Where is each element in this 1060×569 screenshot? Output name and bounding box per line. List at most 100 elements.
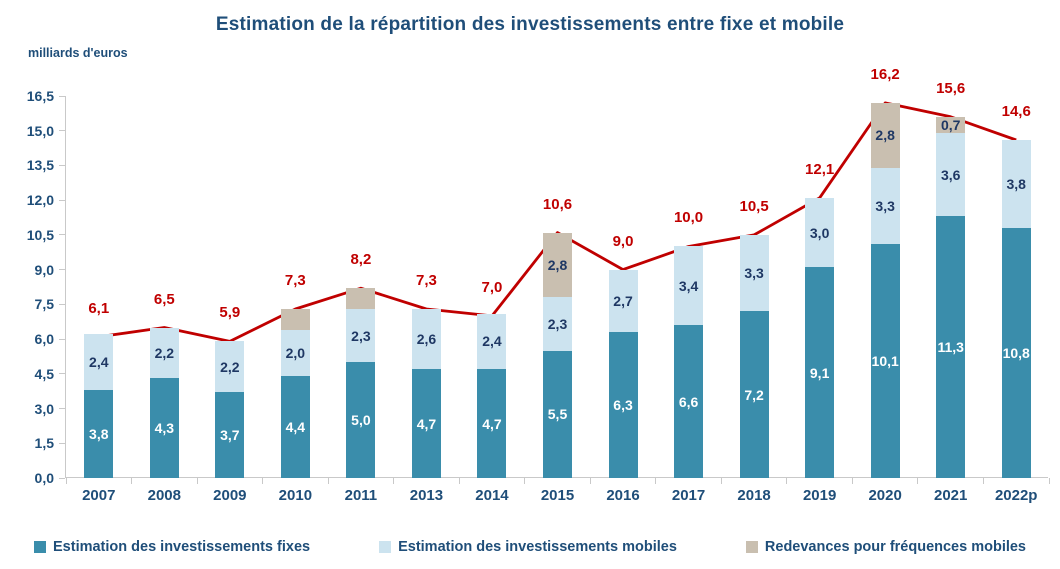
y-axis-tick-label: 15,0: [26, 122, 54, 139]
y-axis-tick-label: 4,5: [34, 365, 54, 382]
bar-segment-value: 6,6: [678, 393, 699, 410]
x-axis-category-label: 2018: [737, 487, 771, 504]
bar-segment-mobile-2016: [608, 269, 638, 333]
y-axis-tick: [59, 303, 65, 305]
bar-segment-value: 0,7: [940, 116, 961, 133]
y-axis-tick: [59, 477, 65, 479]
x-axis-tick: [262, 478, 264, 484]
bar-segment-value: 4,4: [285, 419, 306, 436]
legend-item-fees: Redevances pour fréquences mobiles: [745, 539, 1026, 555]
x-axis-tick: [720, 478, 722, 484]
bar-segment-value: 11,3: [937, 339, 964, 356]
y-axis-tick-label: 7,5: [34, 296, 54, 313]
bar-segment-value: 5,5: [547, 406, 568, 423]
bar-segment-fixed-2008: [149, 378, 179, 478]
bar-segment-value: 2,3: [351, 327, 371, 344]
total-value-label: 9,0: [612, 232, 634, 250]
bar-segment-fixed-2020: [870, 244, 900, 478]
x-axis-tick: [524, 478, 526, 484]
x-axis-category-label: 2013: [409, 487, 444, 504]
bar-segment-value: 2,6: [416, 331, 437, 348]
bar-segment-value: 9,1: [809, 364, 830, 381]
bar-segment-mobile-2020: [870, 167, 900, 245]
y-axis-tick: [59, 234, 65, 236]
bar-segment-value: 3,3: [744, 265, 764, 282]
y-axis-tick-label: 10,5: [26, 226, 54, 243]
bar-segment-fees-2020: [870, 102, 900, 168]
y-axis-tick-label: 6,0: [34, 331, 54, 348]
x-axis-tick: [655, 478, 657, 484]
bar-segment-mobile-2010: [280, 329, 310, 377]
bar-segment-mobile-2018: [739, 234, 769, 312]
y-axis-tick-label: 12,0: [26, 192, 54, 209]
x-axis-category-label: 2016: [606, 487, 640, 504]
bar-segment-fees-2011: [346, 288, 376, 309]
x-axis-tick: [327, 478, 329, 484]
total-value-label: 5,9: [219, 304, 241, 322]
chart-title: Estimation de la répartition des investi…: [215, 14, 845, 35]
bar-segment-fixed-2011: [346, 362, 376, 478]
bar-segment-value: 10,1: [871, 353, 899, 370]
bar-segment-value: 2,2: [220, 358, 240, 375]
bar-segment-fixed-2013: [411, 369, 441, 478]
plot-area: 0,0 1,5 3,0 4,5 6,0 7,5 9,0 10,5 12,0 13,5 15,0 16,…: [27, 66, 1050, 504]
bar-segment-mobile-2019: [805, 197, 835, 268]
bar-segment-fixed-2014: [477, 369, 507, 478]
legend-item-fixed: Estimation des investissements fixes: [34, 539, 310, 555]
y-axis-tick-label: 3,0: [34, 400, 54, 417]
bar-segment-value: 2,4: [482, 333, 502, 350]
bar-segment-fixed-2016: [608, 332, 638, 478]
x-axis-tick: [786, 478, 788, 484]
bar-segment-mobile-2009: [215, 341, 245, 393]
bar-segment-fixed-2009: [215, 392, 245, 478]
bar-segment-mobile-2008: [149, 327, 179, 379]
bar-segment-fees-2021: [936, 116, 966, 134]
bar-segment-value: 3,8: [1006, 175, 1026, 192]
x-axis-tick: [131, 478, 133, 484]
x-axis-category-label: 2007: [82, 487, 116, 504]
total-value-label: 16,2: [870, 65, 900, 83]
x-axis-category-label: 2021: [934, 487, 968, 504]
total-value-label: 7,3: [415, 271, 437, 289]
bar-segment-value: 4,7: [482, 415, 502, 432]
bar-segment-value: 2,8: [875, 127, 895, 144]
x-axis-tick: [982, 478, 984, 484]
total-value-label: 7,3: [284, 271, 306, 289]
y-axis-tick-label: 9,0: [34, 261, 54, 278]
total-value-label: 14,6: [1001, 102, 1031, 120]
y-axis-tick: [59, 95, 65, 97]
total-value-label: 6,1: [88, 299, 110, 317]
y-axis-tick: [59, 269, 65, 271]
bar-segment-fixed-2010: [280, 376, 310, 478]
x-axis-tick: [917, 478, 919, 484]
bar-segment-fees-2010: [280, 308, 310, 330]
x-axis-category-label: 2008: [147, 487, 181, 504]
legend: Estimation des investissements fixes Esti…: [0, 539, 1060, 555]
legend-swatch-icon: [745, 541, 758, 553]
legend-swatch-icon: [379, 541, 392, 553]
legend-label: Estimation des investissements mobiles: [398, 539, 677, 555]
y-axis-tick: [59, 338, 65, 340]
bar-segment-mobile-2015: [543, 297, 572, 351]
x-axis-tick: [589, 478, 591, 484]
bar-segment-fees-2015: [543, 232, 572, 298]
x-axis-category-label: 2014: [475, 487, 509, 504]
bar-segment-value: 2,4: [89, 354, 109, 371]
bar-segment-mobile-2007: [84, 334, 114, 391]
x-axis-category-label: 2022p: [994, 487, 1038, 504]
bar-segment-value: 4,3: [154, 420, 175, 437]
x-axis-category-label: 2011: [344, 487, 378, 504]
x-axis-category-label: 2020: [868, 487, 902, 504]
bar-segment-fixed-2019: [805, 267, 835, 478]
bar-segment-value: 3,6: [940, 166, 961, 183]
bar-segment-fixed-2018: [739, 311, 769, 478]
x-axis-tick: [196, 478, 198, 484]
bar-segment-value: 3,0: [809, 224, 830, 241]
bar-segment-mobile-2022p: [1001, 139, 1031, 228]
x-axis-category-label: 2019: [802, 487, 837, 504]
y-axis-tick: [59, 373, 65, 375]
bar-segment-value: 5,0: [351, 412, 371, 429]
bar-segment-value: 3,8: [89, 426, 109, 442]
total-value-label: 15,6: [936, 79, 966, 97]
x-axis-category-label: 2017: [671, 487, 706, 504]
